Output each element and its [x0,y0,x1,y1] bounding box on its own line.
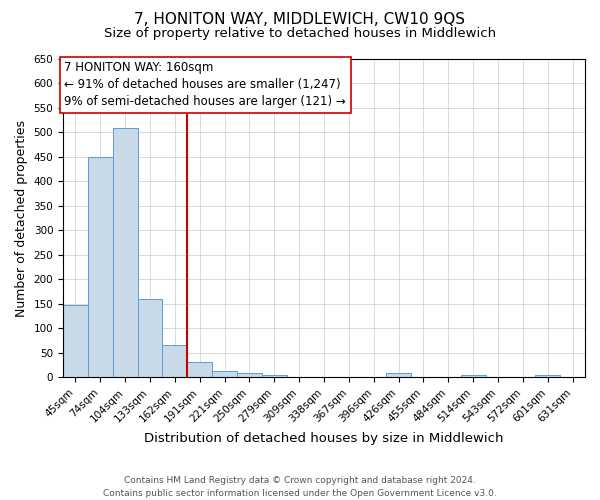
Text: Contains HM Land Registry data © Crown copyright and database right 2024.
Contai: Contains HM Land Registry data © Crown c… [103,476,497,498]
Bar [137,299,163,377]
Text: 7, HONITON WAY, MIDDLEWICH, CW10 9QS: 7, HONITON WAY, MIDDLEWICH, CW10 9QS [134,12,466,28]
Bar [237,373,262,377]
Bar [461,374,485,377]
Text: 7 HONITON WAY: 160sqm
← 91% of detached houses are smaller (1,247)
9% of semi-de: 7 HONITON WAY: 160sqm ← 91% of detached … [64,62,346,108]
Bar [163,346,187,377]
Bar [535,374,560,377]
Bar [88,157,113,377]
X-axis label: Distribution of detached houses by size in Middlewich: Distribution of detached houses by size … [144,432,504,445]
Bar [187,362,212,377]
Bar [386,373,411,377]
Bar [63,304,88,377]
Y-axis label: Number of detached properties: Number of detached properties [15,120,28,316]
Text: Size of property relative to detached houses in Middlewich: Size of property relative to detached ho… [104,28,496,40]
Bar [113,128,137,377]
Bar [262,374,287,377]
Bar [212,370,237,377]
